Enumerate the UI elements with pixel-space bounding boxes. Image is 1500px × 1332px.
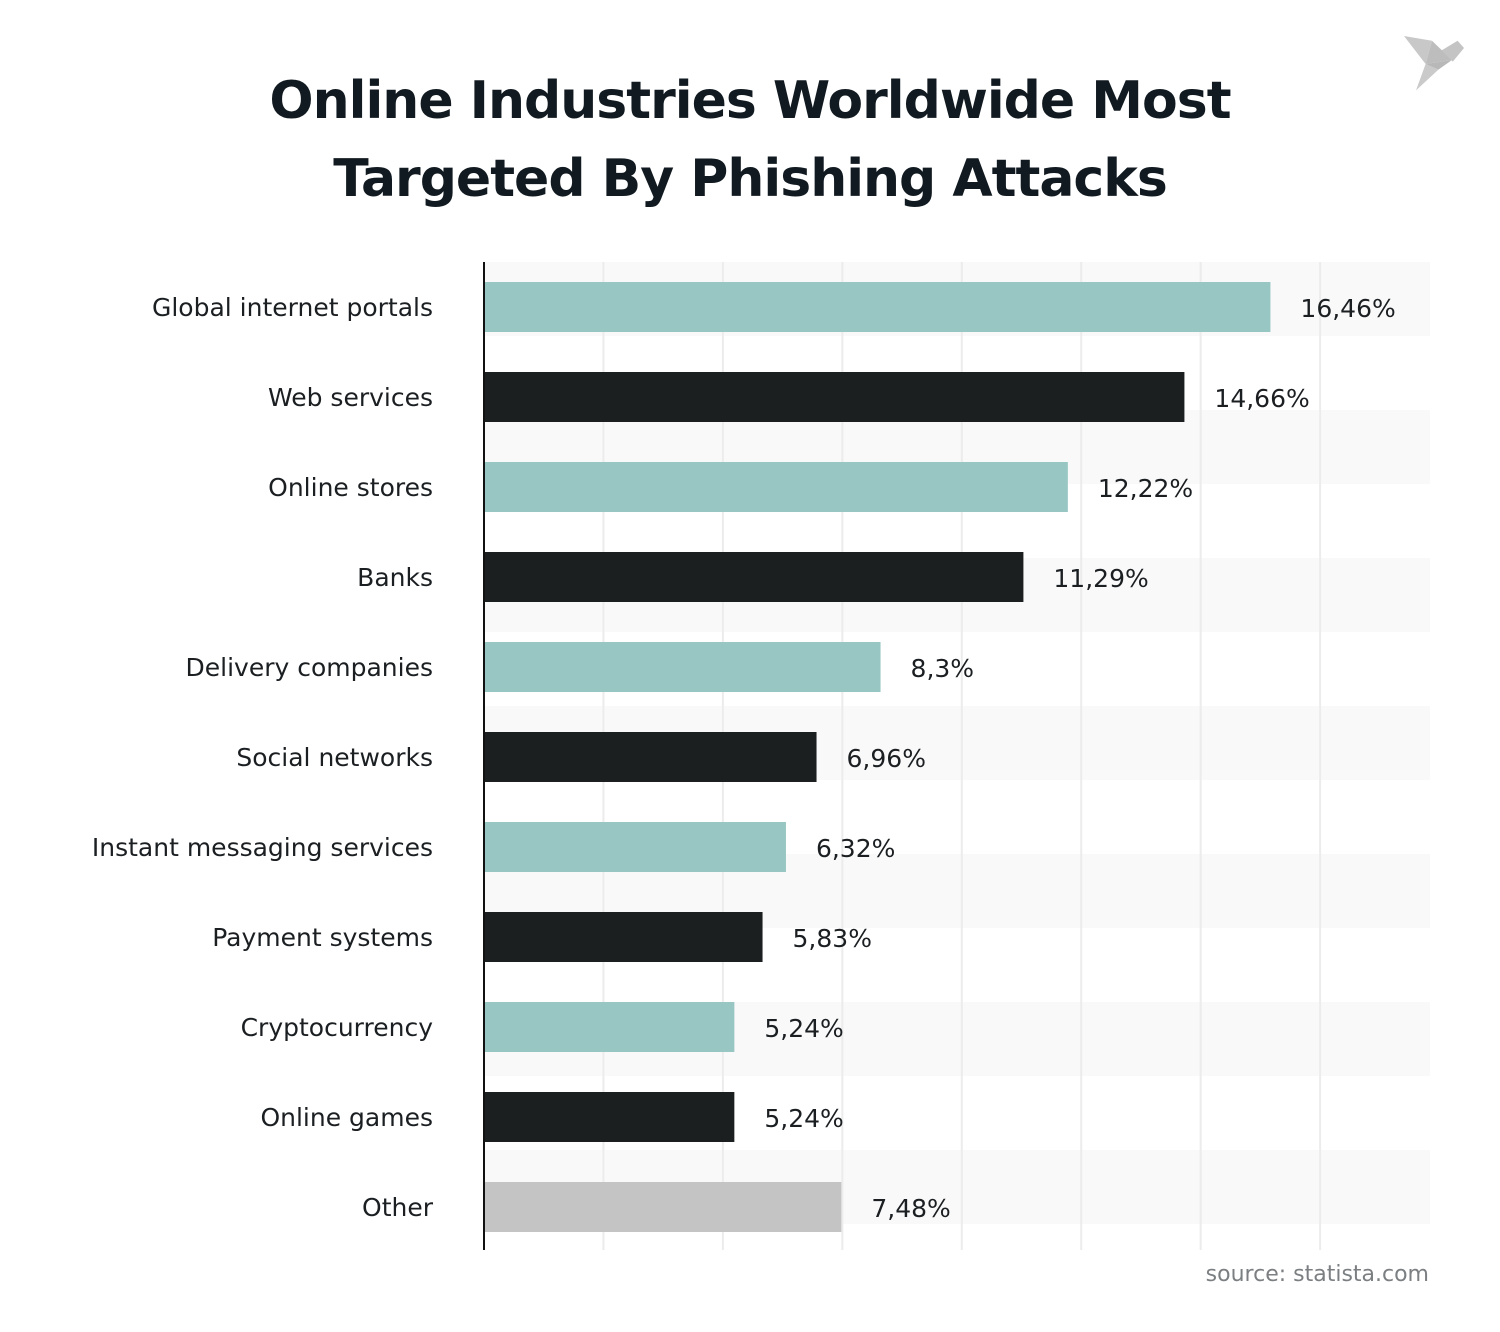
bar [484,642,881,692]
category-label: Other [362,1193,434,1222]
data-label: 5,24% [764,1014,843,1043]
category-label: Online games [260,1103,433,1132]
bar [484,552,1024,602]
bar [484,372,1185,422]
bar [484,462,1068,512]
category-label: Online stores [268,473,433,502]
data-label: 16,46% [1300,294,1395,323]
bar [484,732,817,782]
title-line-2: Targeted By Phishing Attacks [333,149,1168,209]
category-label: Delivery companies [186,653,434,682]
category-label: Payment systems [212,923,433,952]
category-label: Cryptocurrency [241,1013,434,1042]
bar [484,822,786,872]
data-label: 12,22% [1098,474,1193,503]
data-label: 8,3% [911,654,975,683]
bar [484,1092,735,1142]
category-label: Social networks [236,743,433,772]
bar [484,282,1271,332]
data-label: 5,24% [764,1104,843,1133]
source-note: source: statista.com [1205,1262,1429,1287]
title-line-1: Online Industries Worldwide Most [269,71,1231,131]
data-label: 6,32% [816,834,895,863]
data-label: 6,96% [847,744,926,773]
bar [484,1182,842,1232]
category-label: Banks [357,563,433,592]
bar [484,912,763,962]
data-label: 5,83% [793,924,872,953]
data-label: 11,29% [1053,564,1148,593]
chart-title: Online Industries Worldwide Most Targete… [0,62,1500,218]
bar [484,1002,735,1052]
category-label: Global internet portals [152,293,433,322]
category-label: Web services [268,383,433,412]
category-label: Instant messaging services [92,833,433,862]
data-label: 7,48% [871,1194,950,1223]
data-label: 14,66% [1214,384,1309,413]
statista-bird-logo-icon [1404,36,1464,91]
